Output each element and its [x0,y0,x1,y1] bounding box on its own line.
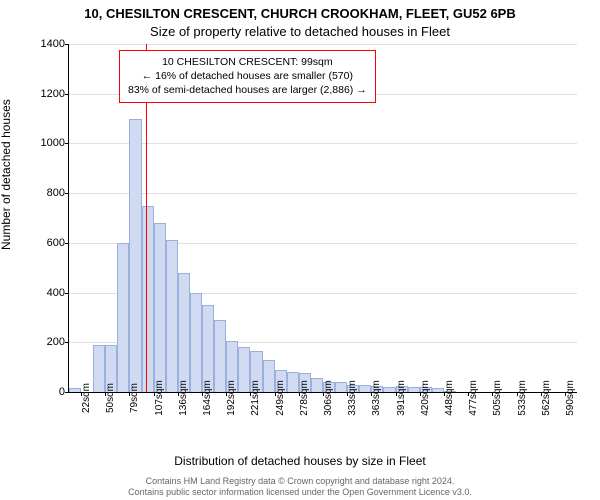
x-tick-label: 562sqm [541,380,552,416]
histogram-bar [432,388,444,392]
x-tick-label: 107sqm [154,380,165,416]
x-tick-label: 278sqm [299,380,310,416]
histogram-bar [117,243,129,392]
histogram-bar [238,347,250,392]
y-tick-label: 1000 [41,137,69,149]
x-tick-label: 333sqm [347,380,358,416]
x-tick-label: 22sqm [81,383,92,413]
footer-line-1: Contains HM Land Registry data © Crown c… [0,476,600,487]
x-tick-label: 306sqm [323,380,334,416]
chart-supertitle: 10, CHESILTON CRESCENT, CHURCH CROOKHAM,… [0,6,600,21]
x-tick-label: 221sqm [250,380,261,416]
x-tick-label: 505sqm [492,380,503,416]
histogram-bar [359,385,371,392]
histogram-bar [142,206,154,392]
info-box: 10 CHESILTON CRESCENT: 99sqm← 16% of det… [119,50,376,103]
histogram-bar [154,223,166,392]
histogram-bar [178,273,190,392]
y-axis-label: Number of detached houses [0,99,13,250]
histogram-bar [287,372,299,392]
histogram-bar [408,387,420,392]
y-tick-label: 400 [47,287,69,299]
x-tick-label: 420sqm [420,380,431,416]
histogram-bar [202,305,214,392]
y-tick-label: 600 [47,237,69,249]
histogram-bar [383,387,395,392]
x-tick-label: 448sqm [444,380,455,416]
y-tick-label: 1200 [41,88,69,100]
y-tick-label: 800 [47,187,69,199]
chart-title: Size of property relative to detached ho… [0,24,600,39]
x-tick-label: 533sqm [517,380,528,416]
x-tick-label: 590sqm [565,380,576,416]
info-box-line: 83% of semi-detached houses are larger (… [128,83,367,97]
footer-line-2: Contains public sector information licen… [0,487,600,498]
x-axis-label: Distribution of detached houses by size … [0,454,600,468]
x-tick-label: 79sqm [129,383,140,413]
histogram-bar [214,320,226,392]
x-tick-label: 363sqm [371,380,382,416]
histogram-bar [311,378,323,392]
y-tick-label: 0 [59,386,69,398]
x-tick-label: 50sqm [105,383,116,413]
x-tick-label: 192sqm [226,380,237,416]
x-tick-label: 477sqm [468,380,479,416]
histogram-bar [335,382,347,392]
x-tick-label: 136sqm [178,380,189,416]
plot-area: 020040060080010001200140022sqm50sqm79sqm… [68,44,577,393]
y-tick-label: 200 [47,336,69,348]
histogram-bar [166,240,178,392]
x-tick-label: 249sqm [275,380,286,416]
chart-container: 10, CHESILTON CRESCENT, CHURCH CROOKHAM,… [0,0,600,500]
chart-footer: Contains HM Land Registry data © Crown c… [0,476,600,499]
histogram-bar [93,345,105,392]
x-tick-label: 164sqm [202,380,213,416]
x-tick-label: 391sqm [396,380,407,416]
histogram-bar [263,360,275,392]
histogram-bar [190,293,202,392]
y-tick-label: 1400 [41,38,69,50]
histogram-bar [129,119,141,392]
info-box-line: 10 CHESILTON CRESCENT: 99sqm [128,55,367,69]
info-box-line: ← 16% of detached houses are smaller (57… [128,69,367,83]
histogram-bar [69,388,81,392]
